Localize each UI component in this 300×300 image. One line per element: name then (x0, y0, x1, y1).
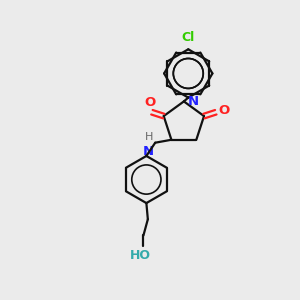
Text: Cl: Cl (182, 31, 195, 44)
Text: O: O (145, 96, 156, 109)
Text: O: O (219, 104, 230, 117)
Text: N: N (188, 95, 199, 108)
Text: N: N (142, 145, 154, 158)
Text: H: H (146, 132, 154, 142)
Text: HO: HO (129, 249, 150, 262)
